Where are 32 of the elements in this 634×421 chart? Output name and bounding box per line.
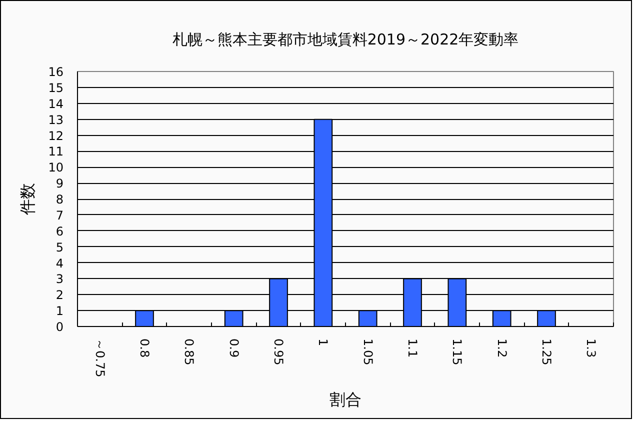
x-tick-label: 1.2	[494, 338, 509, 358]
x-tick-label: 0.95	[272, 338, 286, 366]
x-tick-label: 0.9	[226, 338, 241, 358]
x-tick-label: 1.25	[540, 338, 554, 366]
chart-title: 札幌～熊本主要都市地域賃料2019～2022年変動率	[172, 30, 519, 48]
y-tick-label: 5	[56, 240, 64, 254]
x-tick-label: 1	[316, 338, 330, 346]
x-tick-label: 1.3	[584, 338, 598, 358]
x-tick-label: 0.8	[138, 338, 152, 358]
y-tick-label: 11	[48, 144, 64, 159]
x-tick-label: 0.85	[182, 338, 196, 366]
x-tick-label: 1.1	[406, 338, 420, 358]
y-tick-label: 4	[56, 256, 64, 270]
x-tick-label: ～0.75	[92, 338, 107, 378]
y-tick-label: 8	[56, 192, 64, 206]
x-tick-label: 1.15	[450, 338, 464, 366]
y-tick-label: 12	[48, 128, 64, 143]
y-tick-label: 9	[56, 176, 64, 191]
y-tick-label: 13	[48, 112, 64, 127]
y-tick-label: 14	[48, 96, 64, 111]
x-axis-title: 割合	[330, 390, 362, 410]
x-tick-label: 1.05	[360, 338, 375, 366]
y-tick-label: 15	[48, 80, 64, 95]
y-tick-label: 6	[56, 224, 64, 238]
y-tick-label: 2	[56, 288, 64, 302]
y-tick-label: 16	[48, 65, 64, 79]
y-tick-label: 10	[48, 160, 64, 175]
y-axis-title: 件数	[18, 183, 38, 215]
y-tick-label: 0	[56, 320, 64, 334]
y-tick-label: 1	[56, 304, 64, 318]
y-tick-label: 3	[56, 272, 64, 286]
y-tick-label: 7	[56, 208, 64, 222]
